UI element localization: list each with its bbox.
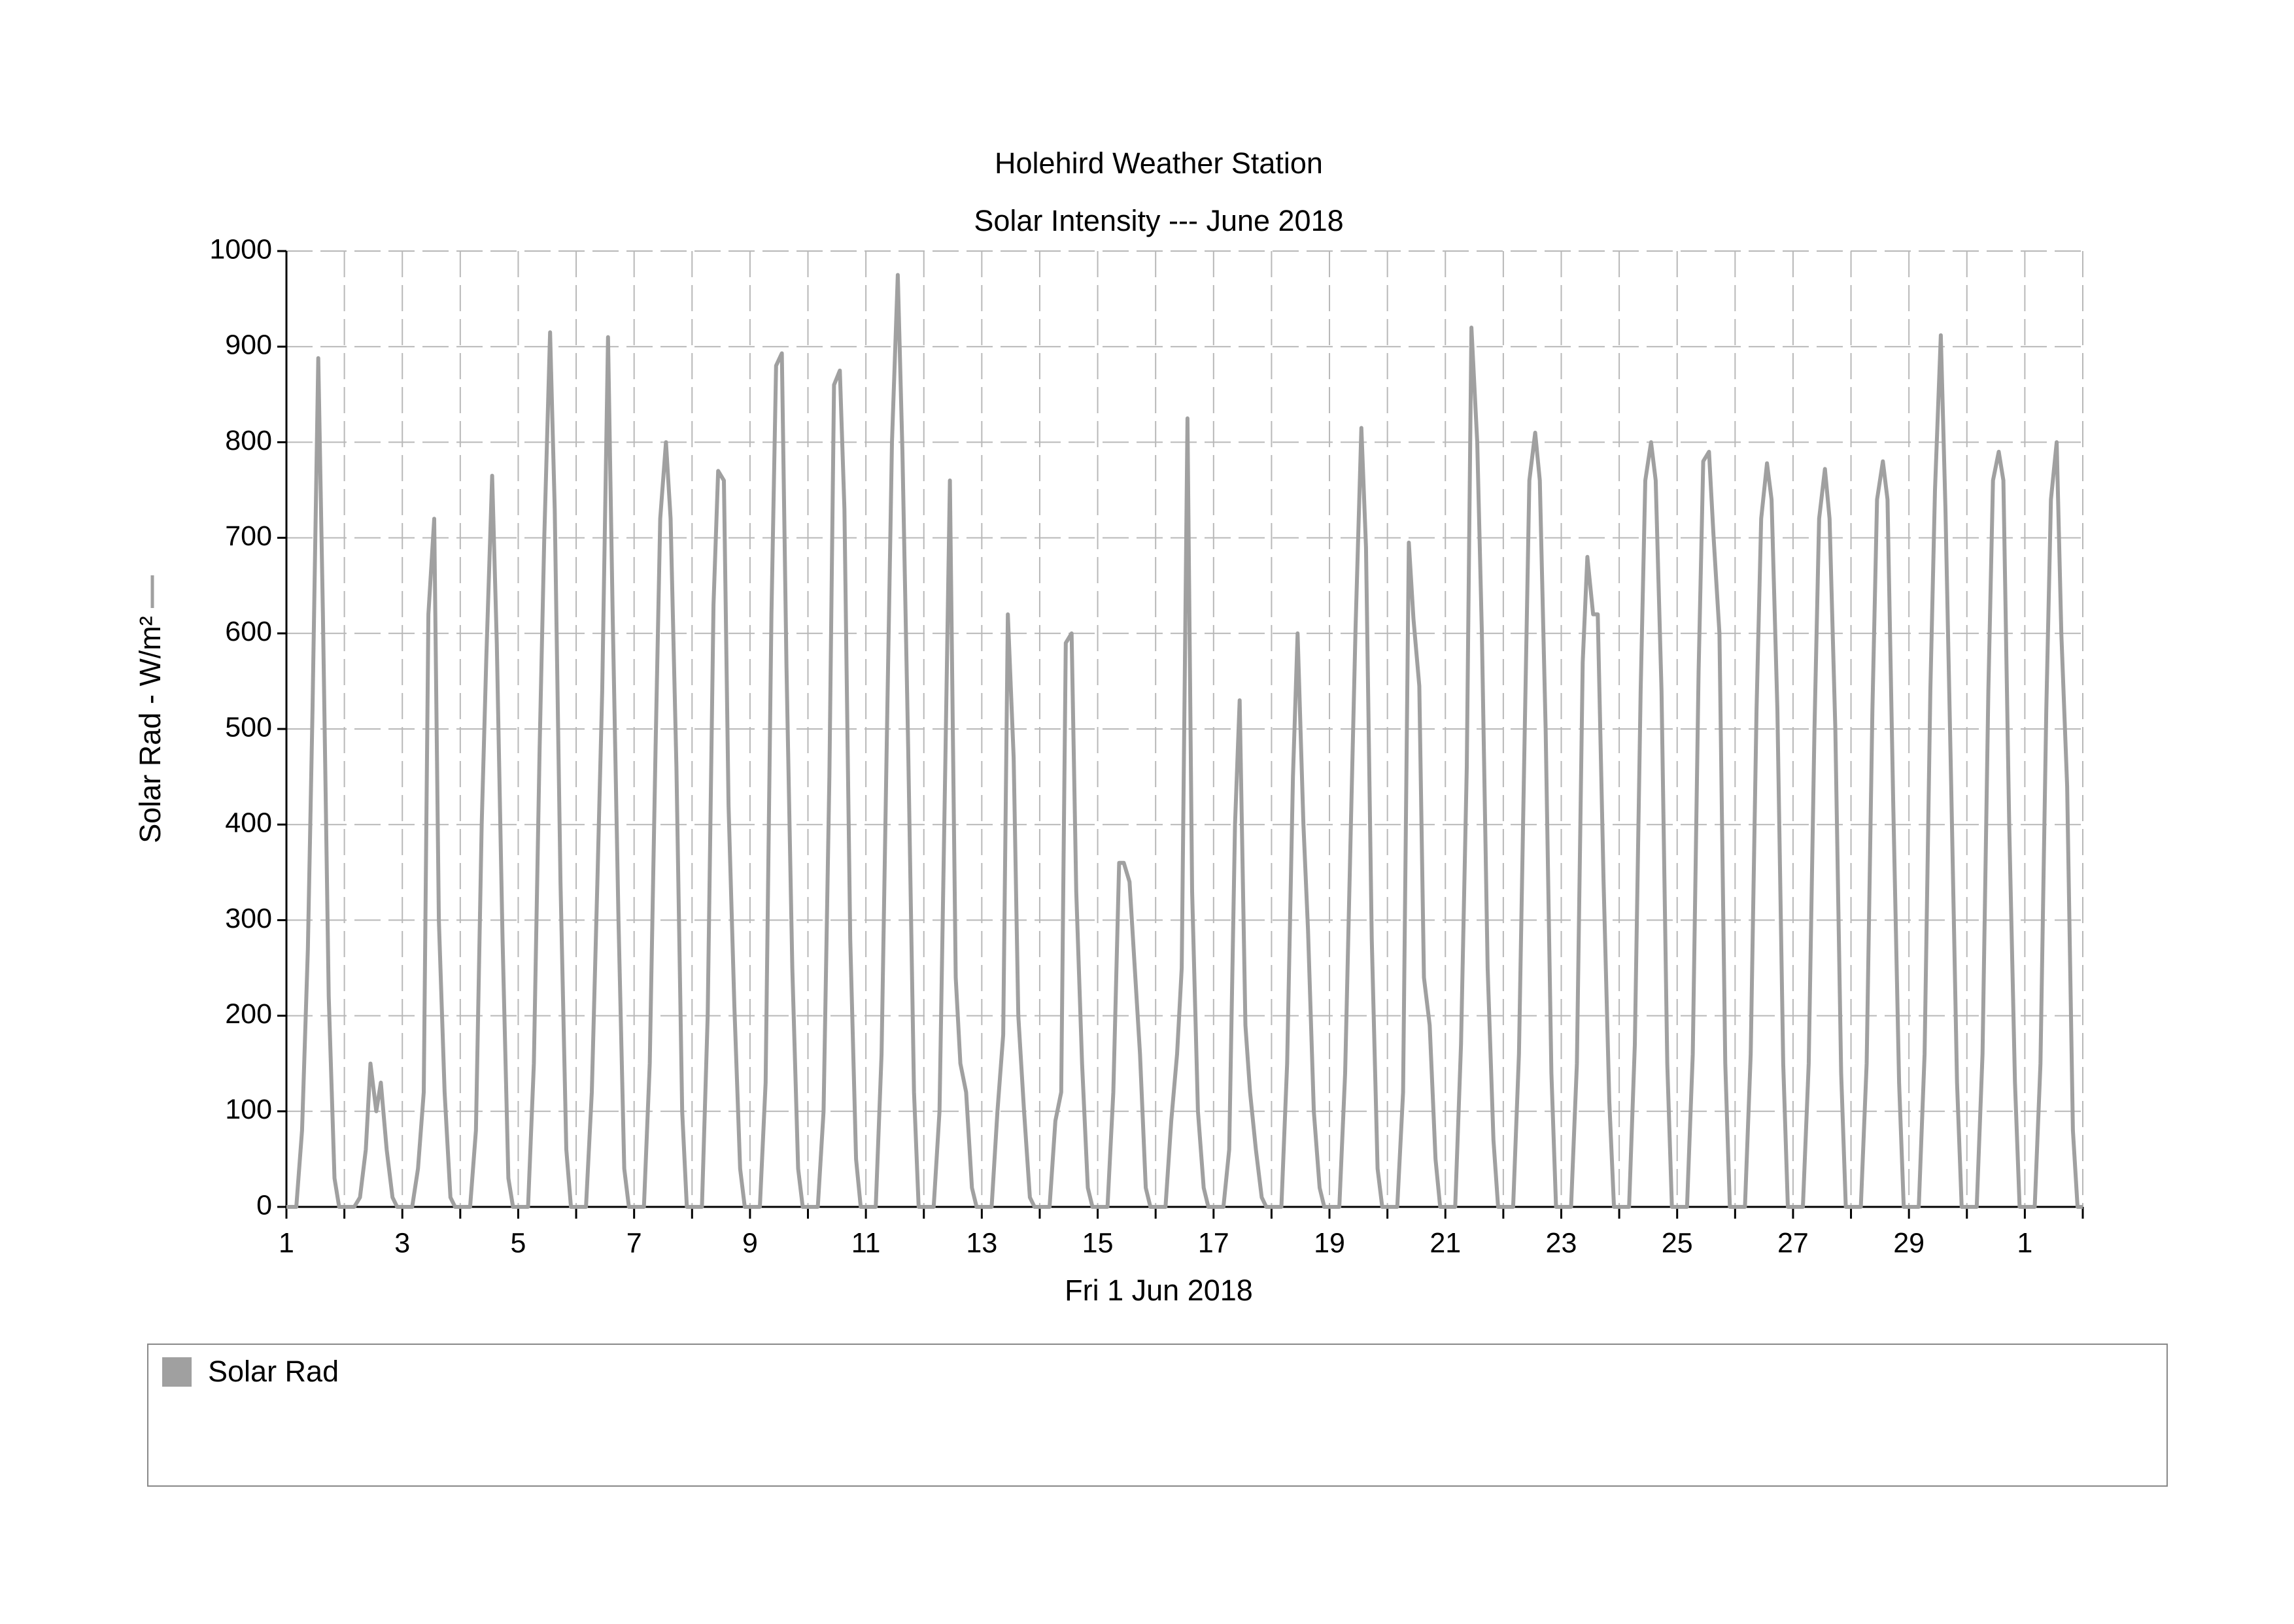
x-tick-label: 7 — [626, 1227, 642, 1259]
x-tick-label: 21 — [1429, 1227, 1461, 1259]
x-tick-label: 13 — [966, 1227, 997, 1259]
legend-swatch — [162, 1357, 192, 1387]
y-tick-label: 0 — [256, 1189, 272, 1221]
y-tick-label: 500 — [225, 711, 272, 743]
series-line — [286, 273, 2083, 1209]
legend-box — [147, 1344, 2168, 1487]
chart-subtitle: Solar Intensity --- June 2018 — [974, 204, 1343, 237]
x-tick-label: 1 — [2017, 1227, 2032, 1259]
x-tick-label: 23 — [1546, 1227, 1577, 1259]
y-axis-label: Solar Rad - W/m² — [133, 616, 167, 843]
y-tick-label: 200 — [225, 998, 272, 1030]
x-tick-label: 27 — [1777, 1227, 1809, 1259]
y-tick-label: 1000 — [209, 233, 272, 265]
x-tick-label: 17 — [1198, 1227, 1229, 1259]
x-tick-label: 11 — [851, 1227, 881, 1259]
x-tick-label: 15 — [1082, 1227, 1114, 1259]
x-axis-label: Fri 1 Jun 2018 — [1065, 1274, 1253, 1307]
x-tick-label: 5 — [510, 1227, 526, 1259]
y-tick-label: 700 — [225, 520, 272, 552]
y-tick-label: 900 — [225, 330, 272, 361]
x-tick-label: 29 — [1893, 1227, 1925, 1259]
chart-title: Holehird Weather Station — [995, 146, 1323, 180]
x-tick-label: 25 — [1662, 1227, 1693, 1259]
x-tick-label: 3 — [394, 1227, 410, 1259]
y-tick-label: 400 — [225, 807, 272, 839]
y-tick-label: 100 — [225, 1094, 272, 1125]
legend-label: Solar Rad — [208, 1355, 339, 1388]
x-tick-label: 1 — [279, 1227, 294, 1259]
x-tick-label: 19 — [1314, 1227, 1345, 1259]
y-tick-label: 800 — [225, 425, 272, 456]
x-tick-label: 9 — [742, 1227, 758, 1259]
y-tick-label: 300 — [225, 903, 272, 934]
y-tick-label: 600 — [225, 616, 272, 647]
